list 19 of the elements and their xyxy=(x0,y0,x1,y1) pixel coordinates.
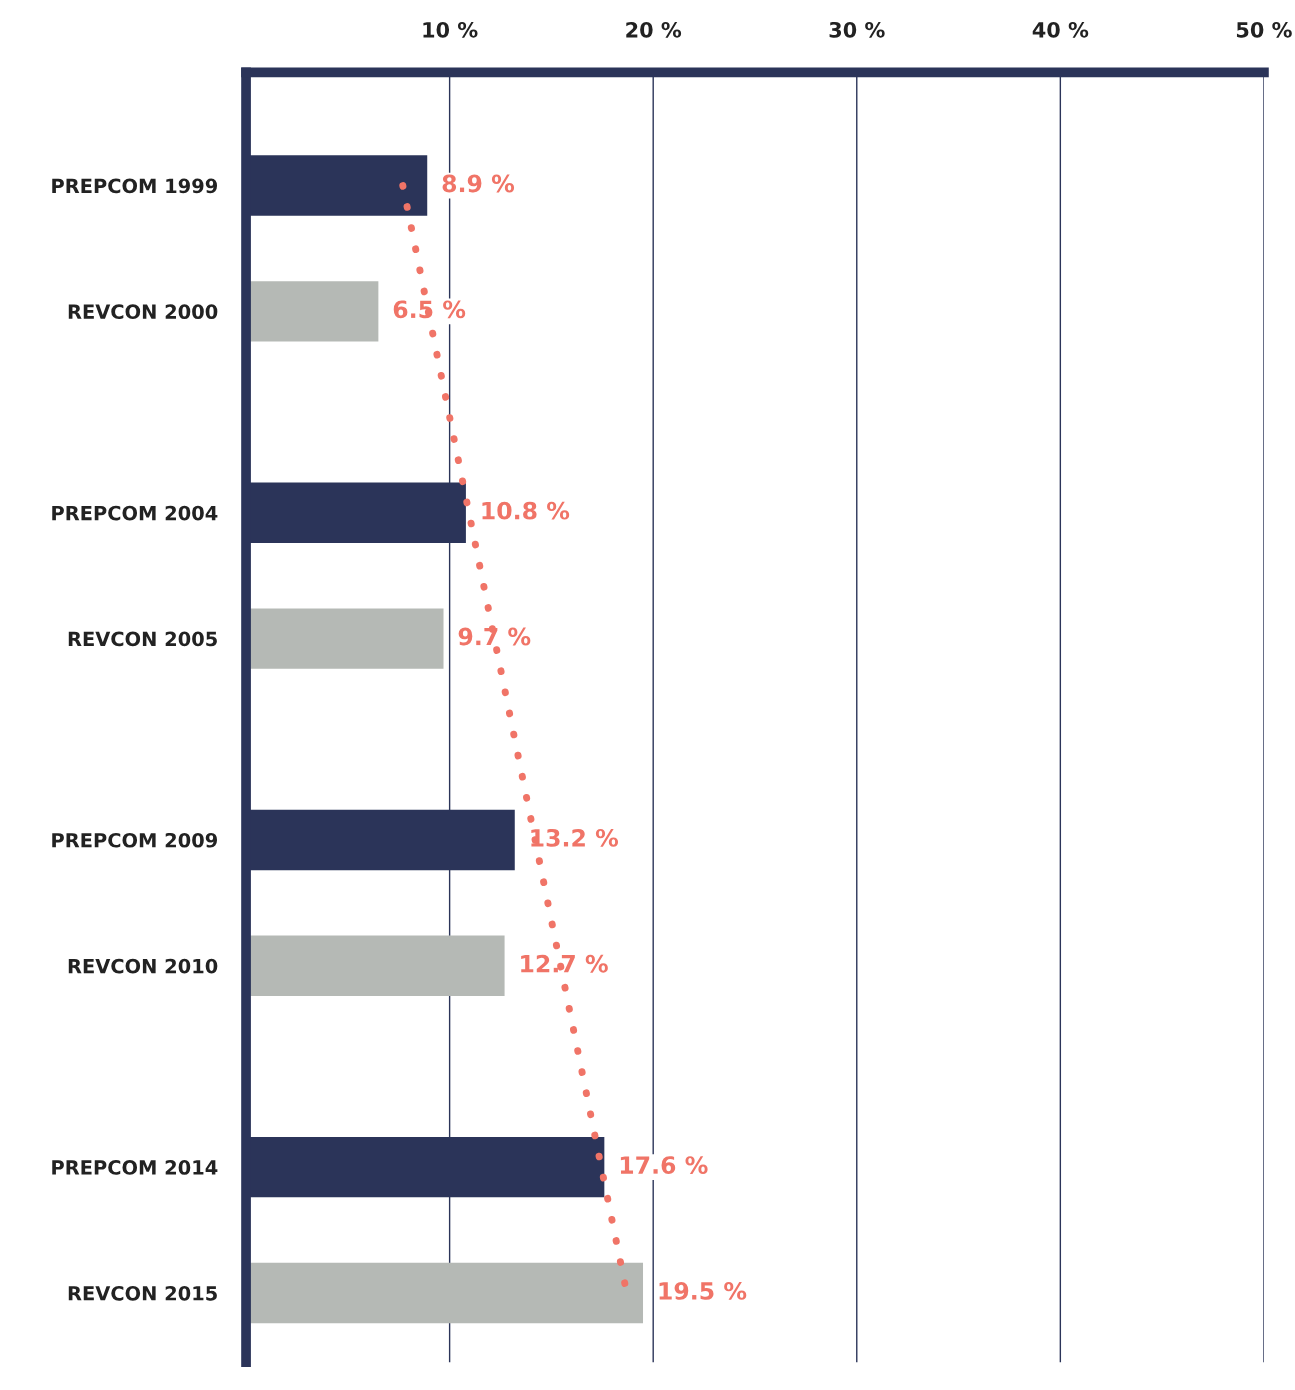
y-tick-label: PREPCOM 2014 xyxy=(52,1160,218,1175)
x-tick-label: 30 % xyxy=(829,21,885,38)
data-label: 10.8 % xyxy=(482,501,570,520)
data-label: 19.5 % xyxy=(659,1281,747,1300)
data-label: 8.9 % xyxy=(442,174,515,193)
y-tick-label: REVCON 2005 xyxy=(68,631,217,647)
y-tick-label: PREPCOM 2004 xyxy=(52,505,218,521)
y-tick-label: REVCON 2010 xyxy=(68,958,218,974)
y-tick-label: REVCON 2000 xyxy=(68,304,218,320)
x-tick-label: 50 % xyxy=(1236,21,1292,38)
x-tick-label: 40 % xyxy=(1032,21,1089,38)
y-tick-label: PREPCOM 2009 xyxy=(52,832,218,848)
y-tick-label: REVCON 2015 xyxy=(68,1285,217,1301)
data-label: 17.6 % xyxy=(620,1156,708,1174)
data-label: 13.2 % xyxy=(531,828,619,847)
x-tick-label: 20 % xyxy=(626,21,682,38)
data-label: 12.7 % xyxy=(521,954,608,973)
y-tick-label: PREPCOM 1999 xyxy=(52,178,218,194)
x-tick-label: 10 % xyxy=(423,21,478,38)
